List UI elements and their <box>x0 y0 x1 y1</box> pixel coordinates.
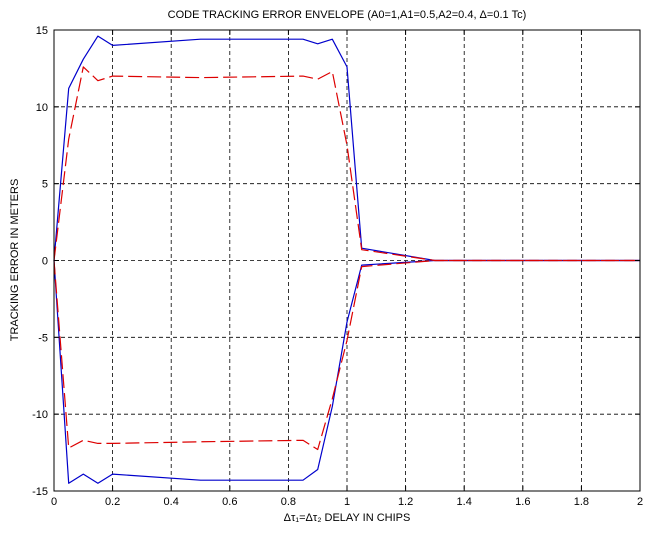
x-tick-label: 2 <box>637 496 643 508</box>
y-tick-label: -15 <box>32 486 48 498</box>
x-tick-label: 1.4 <box>457 496 472 508</box>
x-axis-tick-labels: 0 0.2 0.4 0.6 0.8 1 1.2 1.4 1.6 1.8 2 <box>51 496 643 508</box>
y-tick-label: 5 <box>42 179 48 191</box>
series-group <box>53 35 640 484</box>
series-line-4-dashed <box>53 259 640 451</box>
x-tick-label: 1.8 <box>574 496 589 508</box>
x-tick-label: 0.6 <box>222 496 237 508</box>
series-line-2-solid <box>53 259 640 484</box>
x-tick-label: 1.2 <box>398 496 413 508</box>
y-axis-tick-labels: 15 10 5 0 -5 -10 -15 <box>32 25 48 498</box>
x-tick-label: 1.6 <box>515 496 530 508</box>
y-tick-label: -10 <box>32 409 48 421</box>
y-tick-label: 0 <box>42 256 48 268</box>
series-line-3-dashed <box>53 66 640 262</box>
x-tick-label: 0.2 <box>105 496 120 508</box>
x-tick-label: 0.8 <box>281 496 296 508</box>
x-tick-label: 1 <box>344 496 350 508</box>
y-axis-label: TRACKING ERROR IN METERS <box>9 179 21 342</box>
chart-title: CODE TRACKING ERROR ENVELOPE (A0=1,A1=0.… <box>168 9 527 21</box>
axis-ticks <box>53 29 641 492</box>
x-axis-label: Δτ₁=Δτ₂ DELAY IN CHIPS <box>284 512 411 524</box>
x-tick-label: 0 <box>51 496 57 508</box>
y-tick-label: 10 <box>36 102 48 114</box>
y-tick-label: 15 <box>36 25 48 37</box>
x-tick-label: 0.4 <box>164 496 179 508</box>
y-tick-label: -5 <box>38 332 48 344</box>
